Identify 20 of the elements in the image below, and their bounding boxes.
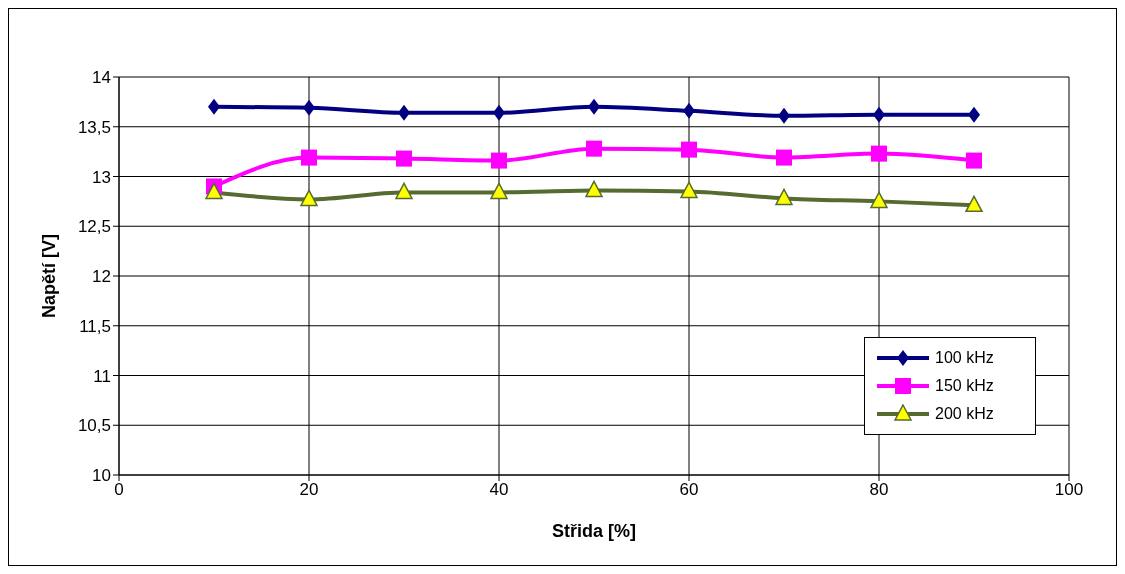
x-tick-label: 60 xyxy=(679,480,699,500)
y-tick-label: 13,5 xyxy=(77,117,111,137)
legend-label: 200 kHz xyxy=(935,405,994,423)
x-tick-label: 40 xyxy=(489,480,509,500)
y-tick-label: 10,5 xyxy=(77,416,111,436)
y-tick-label: 13 xyxy=(92,167,111,187)
y-tick-label: 12,5 xyxy=(77,217,111,237)
legend-label: 150 kHz xyxy=(935,377,994,395)
y-tick-label: 11 xyxy=(93,366,111,386)
x-tick-label: 80 xyxy=(869,480,889,500)
x-tick-label: 100 xyxy=(1054,480,1084,500)
y-tick-label: 14 xyxy=(92,68,111,88)
y-tick-label: 12 xyxy=(92,267,111,287)
x-tick-label: 0 xyxy=(114,480,124,500)
y-axis-title: Napětí [V] xyxy=(39,233,60,319)
legend-label: 100 kHz xyxy=(935,349,994,367)
y-tick-label: 10 xyxy=(92,466,111,486)
y-tick-label: 11,5 xyxy=(79,316,111,336)
x-tick-label: 20 xyxy=(299,480,319,500)
x-axis-title: Střida [%] xyxy=(551,521,637,541)
